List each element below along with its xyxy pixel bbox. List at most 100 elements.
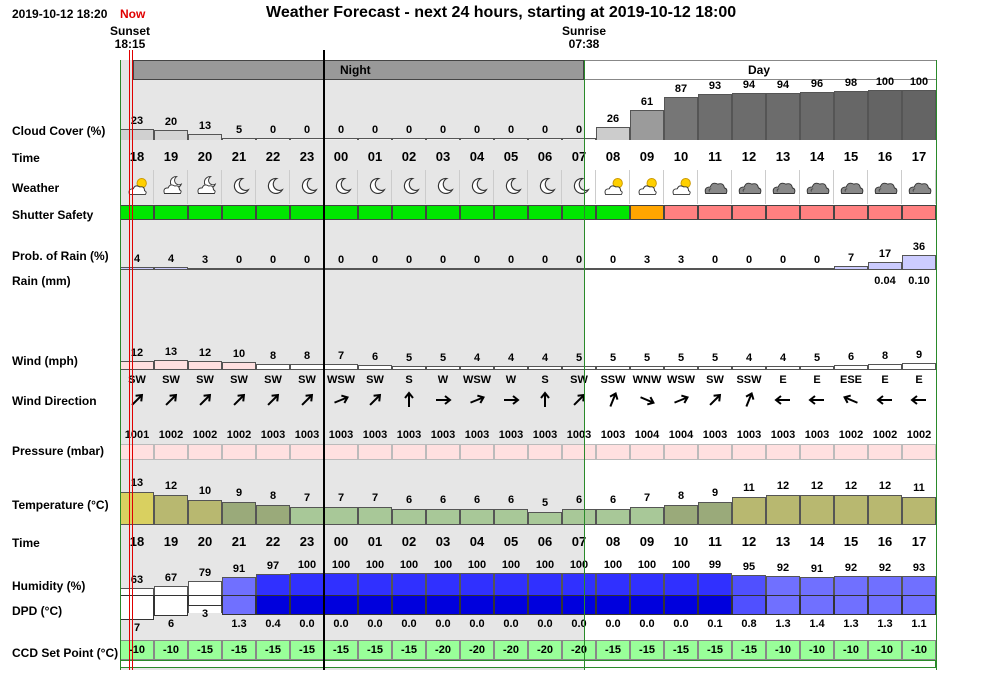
wind-arrow-icon (808, 395, 824, 405)
page-title: Weather Forecast - next 24 hours, starti… (266, 4, 737, 21)
wind-value: 5 (405, 351, 413, 364)
moon-icon (403, 177, 420, 194)
time-cell: 03 (435, 149, 451, 164)
time-cell-2: 13 (775, 534, 791, 549)
moon-icon (539, 177, 556, 194)
shutter-safety-cell (630, 205, 664, 220)
time-cell-2: 14 (809, 534, 825, 549)
prob-rain-bar (766, 268, 800, 269)
ccd-set-point-cell (596, 640, 630, 660)
humidity-value: 95 (742, 561, 756, 573)
partly-cloudy-cell (120, 170, 154, 204)
temperature-bar (324, 507, 358, 524)
dpd-value: 1.1 (911, 618, 927, 630)
shutter-safety-cell (154, 205, 188, 220)
dpd-bar (154, 595, 188, 617)
partly-cloudy-icon (604, 178, 623, 195)
label-prob-rain: Prob. of Rain (%) (12, 249, 109, 263)
time-cell-2: 15 (843, 534, 859, 549)
cloud-cover-value: 0 (575, 124, 583, 136)
pressure-cell (732, 444, 766, 460)
pressure-value: 1003 (702, 429, 728, 441)
pressure-cell (188, 444, 222, 460)
time-cell-2: 05 (503, 534, 519, 549)
prob-rain-bar (664, 267, 698, 269)
moon-cell (392, 170, 426, 204)
cloud-icon (704, 182, 728, 194)
wind-arrow-icon (369, 393, 382, 406)
ccd-set-point-cell (562, 640, 596, 660)
prob-rain-value: 0 (303, 254, 311, 266)
shutter-safety-cell (596, 205, 630, 220)
pressure-cell (324, 444, 358, 460)
temperature-bar (188, 499, 222, 524)
wind-value: 13 (164, 346, 178, 359)
wind-direction-text: SW (196, 374, 214, 386)
cloud-cover-value: 0 (439, 124, 447, 136)
time-cell-2: 22 (265, 534, 281, 549)
prob-rain-value: 3 (643, 253, 651, 266)
moon-cell (426, 170, 460, 204)
wind-arrow-icon (199, 393, 212, 406)
label-time: Time (12, 151, 40, 165)
shutter-safety-cell (392, 205, 426, 220)
dpd-value: 7 (133, 622, 141, 634)
shutter-safety-cell (222, 205, 256, 220)
sunset-line (132, 50, 133, 670)
dpd-value: 1.3 (843, 618, 859, 630)
dpd-value: 3 (201, 607, 209, 620)
prob-rain-value: 0 (439, 254, 447, 266)
ccd-set-point-cell (630, 640, 664, 660)
pressure-value: 1002 (158, 429, 184, 441)
wind-bar (800, 365, 834, 369)
wind-direction-text: WNW (632, 374, 662, 386)
pressure-cell (256, 444, 290, 460)
partly-cloudy-icon (128, 178, 147, 195)
prob-rain-value: 4 (167, 253, 175, 266)
shutter-safety-cell (562, 205, 596, 220)
wind-bar (120, 361, 154, 369)
dpd-value: 0.0 (605, 618, 621, 630)
time-cell-2: 16 (877, 534, 893, 549)
prob-rain-value: 36 (912, 240, 926, 253)
ccd-set-point-cell (902, 640, 936, 660)
ccd-set-point-value: -15 (265, 644, 281, 656)
temperature-value: 6 (507, 494, 515, 507)
time-cell-2: 00 (333, 534, 349, 549)
ccd-set-point-value: -20 (571, 644, 587, 656)
pressure-value: 1003 (736, 429, 762, 441)
dpd-value: 1.4 (809, 618, 825, 630)
cloud-cover-value: 98 (844, 77, 858, 89)
shutter-safety-cell (358, 205, 392, 220)
wind-value: 5 (609, 351, 617, 364)
partly-cloudy-cell (664, 170, 698, 204)
dpd-value: 0.0 (503, 618, 519, 630)
prob-rain-value: 0 (371, 254, 379, 266)
humidity-value: 63 (130, 573, 144, 586)
time-cell: 08 (605, 149, 621, 164)
cloudy-moon-icon (197, 176, 217, 194)
wind-value: 4 (779, 352, 787, 365)
wind-arrow-icon (165, 393, 178, 406)
pressure-value: 1003 (294, 429, 320, 441)
prob-rain-value: 0 (711, 254, 719, 266)
ccd-set-point-value: -15 (741, 644, 757, 656)
dpd-bar (358, 595, 392, 615)
dpd-value: 0.0 (333, 618, 349, 630)
cloud-cell (766, 170, 800, 204)
wind-value: 5 (439, 351, 447, 364)
prob-rain-bar (392, 268, 426, 269)
wind-arrow-icon (436, 395, 452, 405)
temperature-value: 12 (878, 479, 892, 492)
ccd-set-point-value: -20 (469, 644, 485, 656)
time-cell: 15 (843, 149, 859, 164)
temperature-bar (222, 502, 256, 524)
prob-rain-bar (426, 268, 460, 269)
time-cell: 04 (469, 149, 485, 164)
time-cell: 23 (299, 149, 315, 164)
wind-value: 6 (847, 351, 855, 363)
pressure-cell (596, 444, 630, 460)
wind-bar (902, 363, 936, 369)
prob-rain-bar (528, 268, 562, 269)
cloud-cover-value: 26 (606, 113, 620, 125)
